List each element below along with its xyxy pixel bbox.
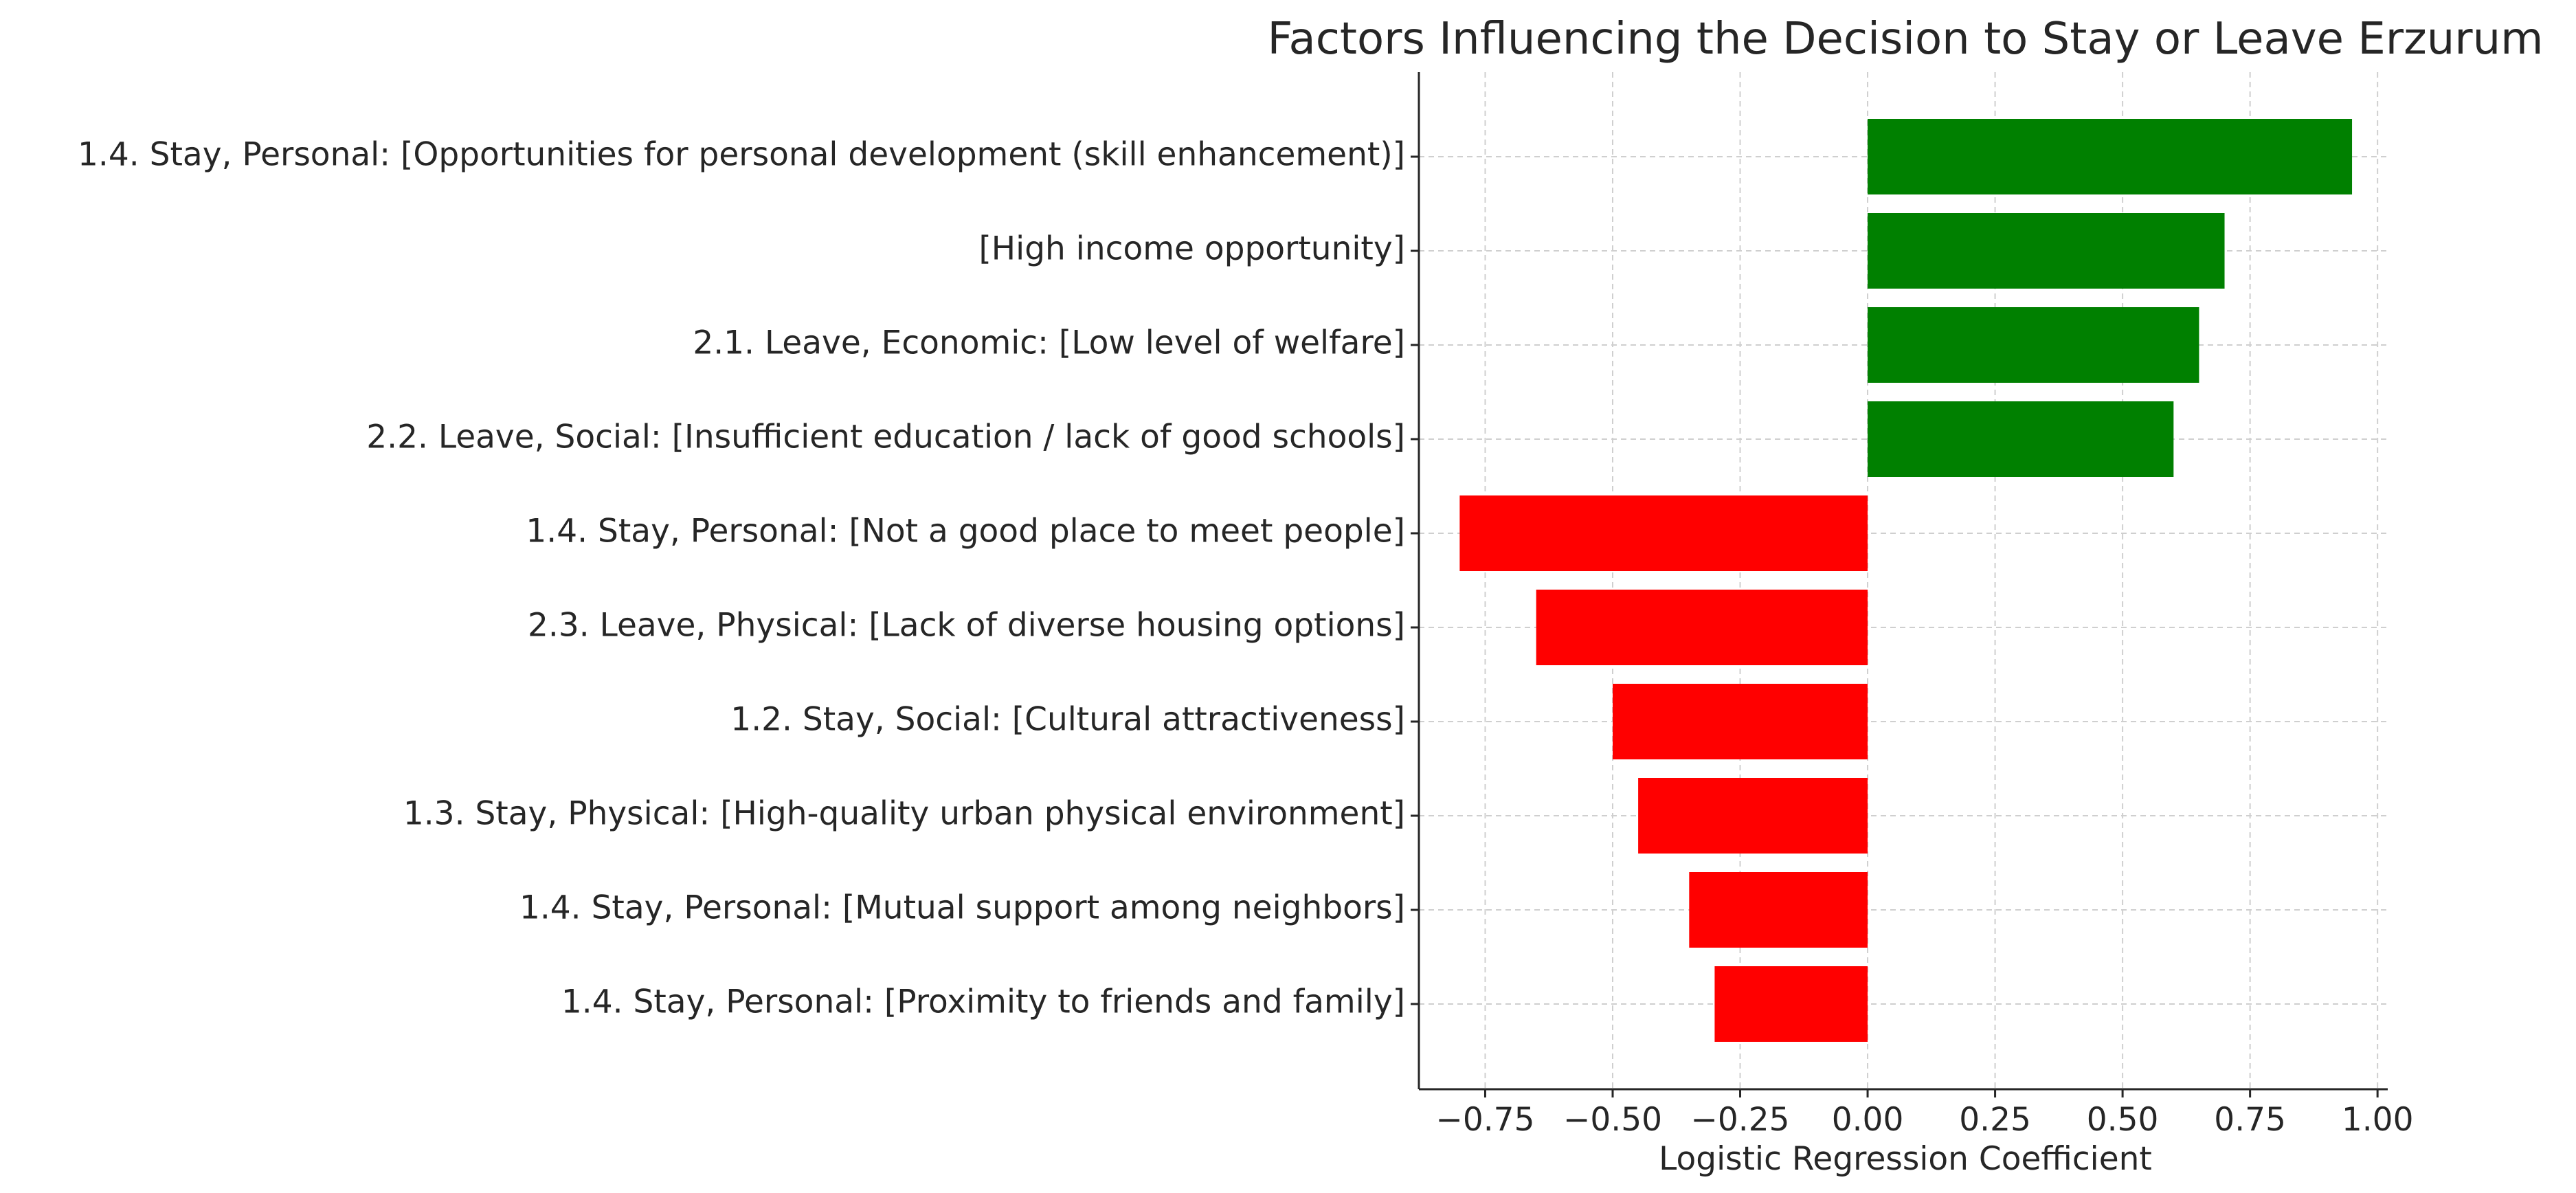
category-label: 2.1. Leave, Economic: [Low level of welf… [693,324,1405,362]
category-labels: 1.4. Stay, Personal: [Opportunities for … [78,136,1405,1021]
category-label: 1.4. Stay, Personal: [Mutual support amo… [519,889,1405,927]
x-tick-label: 0.25 [1959,1101,2031,1139]
bars [1459,119,2353,1042]
category-label: [High income opportunity] [978,230,1405,268]
bar [1868,213,2225,289]
x-tick-label: −0.25 [1691,1101,1790,1139]
bar [1459,495,1868,571]
x-axis-label: Logistic Regression Coefficient [1659,1140,2152,1178]
x-tick-label: 0.75 [2214,1101,2286,1139]
category-label: 1.2. Stay, Social: [Cultural attractiven… [730,701,1405,739]
bar [1638,778,1868,854]
category-label: 1.4. Stay, Personal: [Not a good place t… [526,513,1405,550]
chart-title: Factors Influencing the Decision to Stay… [1268,14,2544,65]
x-tick-label: −0.75 [1435,1101,1534,1139]
category-label: 2.2. Leave, Social: [Insufficient educat… [366,419,1405,456]
category-label: 1.3. Stay, Physical: [High-quality urban… [403,795,1405,833]
bar [1868,307,2199,383]
category-label: 1.4. Stay, Personal: [Opportunities for … [78,136,1405,174]
x-tick-label: 0.00 [1832,1101,1904,1139]
category-label: 2.3. Leave, Physical: [Lack of diverse h… [528,607,1405,645]
bar [1868,119,2353,194]
bar [1536,590,1868,665]
bar [1689,872,1868,948]
x-tick-label: −0.50 [1563,1101,1662,1139]
axes [1411,72,2388,1097]
x-tick-labels: −0.75 −0.50 −0.25 0.00 0.25 0.50 0.75 1.00 [1435,1101,2413,1139]
category-label: 1.4. Stay, Personal: [Proximity to frien… [561,983,1405,1021]
x-tick-label: 0.50 [2087,1101,2159,1139]
x-tick-label: 1.00 [2342,1101,2414,1139]
bar [1613,684,1868,759]
bar [1868,401,2174,477]
bar [1714,966,1868,1042]
